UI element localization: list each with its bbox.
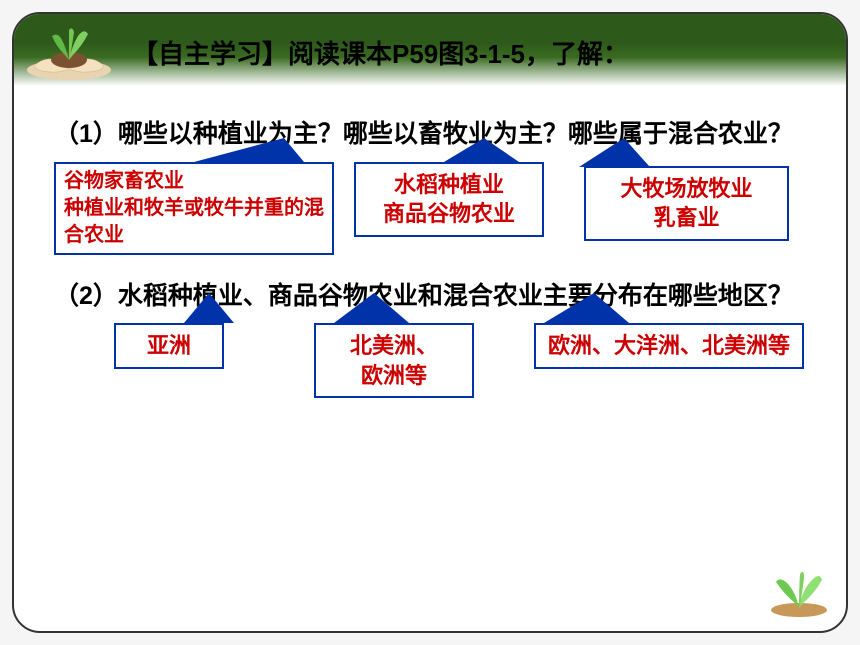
callout-mixed-farming: 谷物家畜农业 种植业和牧羊或牧牛并重的混合农业 bbox=[54, 162, 334, 255]
callout-livestock: 大牧场放牧业 乳畜业 bbox=[584, 166, 789, 241]
callout-na-eu: 北美洲、 欧洲等 bbox=[314, 323, 474, 398]
callout-eu-oc-na: 欧洲、大洋洲、北美洲等 bbox=[534, 323, 804, 369]
slide-frame: 【自主学习】阅读课本P59图3-1-5，了解： （1）哪些以种植业为主？哪些以畜… bbox=[12, 12, 848, 633]
callout-row-2: 亚洲 北美洲、 欧洲等 欧洲、大洋洲、北美洲等 bbox=[54, 323, 806, 433]
sprout-corner-icon bbox=[764, 558, 834, 618]
header-title: 【自主学习】阅读课本P59图3-1-5，了解： bbox=[132, 34, 629, 71]
callout-asia: 亚洲 bbox=[114, 323, 224, 369]
cupped-hands-plant-icon bbox=[14, 18, 124, 82]
slide-content: （1）哪些以种植业为主？哪些以畜牧业为主？哪些属于混合农业？ 谷物家畜农业 种植… bbox=[14, 86, 846, 626]
callout-planting: 水稻种植业 商品谷物农业 bbox=[354, 162, 544, 237]
callout-row-1: 谷物家畜农业 种植业和牧羊或牧牛并重的混合农业 水稻种植业 商品谷物农业 大牧场… bbox=[54, 162, 806, 262]
header-band: 【自主学习】阅读课本P59图3-1-5，了解： bbox=[14, 14, 846, 86]
